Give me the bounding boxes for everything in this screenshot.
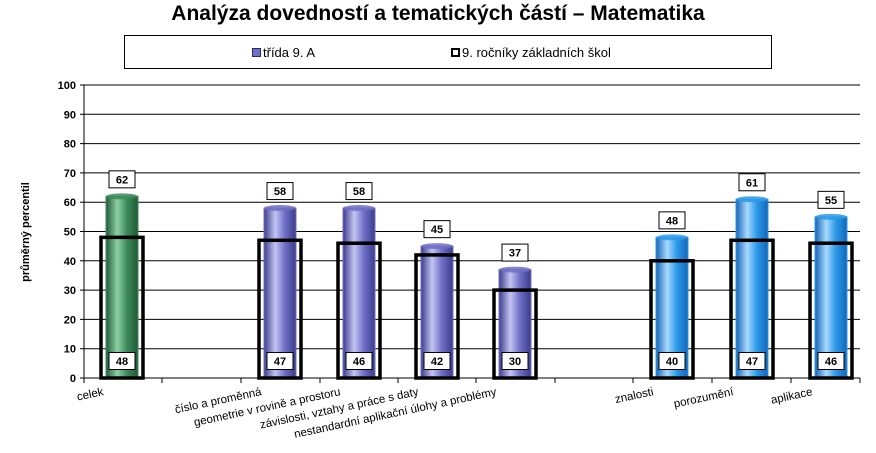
data-label-class: 45 (431, 224, 443, 236)
y-tick-label: 30 (64, 285, 76, 297)
data-label-class: 48 (666, 215, 678, 227)
data-label-national: 40 (666, 356, 678, 368)
bar-class-top (499, 266, 531, 273)
legend-item-national: 9. ročníky základních škol (451, 45, 611, 60)
legend: třída 9. A 9. ročníky základních škol (124, 35, 772, 69)
y-tick-label: 0 (70, 373, 76, 385)
bar-national-outline (649, 259, 695, 380)
bar-class-top (656, 234, 688, 241)
bar-national-outline (729, 238, 775, 380)
data-label-national: 47 (746, 356, 758, 368)
bar-national-outline (414, 253, 460, 380)
x-tick-label: znalosti (614, 386, 655, 406)
y-tick-label: 80 (64, 139, 76, 151)
chart-title: Analýza dovedností a tematických částí –… (171, 2, 705, 25)
data-label-national-box (345, 352, 373, 370)
legend-label-class: třída 9. A (263, 45, 316, 60)
data-label-national: 47 (274, 356, 286, 368)
data-label-class: 37 (509, 248, 521, 260)
bar-class-top (736, 196, 768, 203)
x-tick-label: aplikace (770, 386, 814, 407)
data-label-class-box (266, 182, 294, 201)
data-label-class: 58 (274, 186, 286, 198)
data-label-national-box (817, 352, 845, 370)
legend-swatch-class (252, 48, 261, 57)
y-tick-label: 10 (64, 344, 76, 356)
y-tick-label: 100 (58, 80, 76, 92)
data-label-national: 42 (431, 356, 443, 368)
data-label-national: 48 (116, 356, 128, 368)
data-label-national-box (423, 352, 451, 370)
y-tick-label: 40 (64, 256, 76, 268)
bar-class-top (343, 205, 375, 212)
bar-national-outline (492, 288, 538, 380)
data-label-class-box (658, 211, 686, 230)
bar-national-outline (99, 235, 145, 380)
data-label-national-box (108, 352, 136, 370)
data-label-class-box (738, 173, 766, 192)
data-label-national: 46 (353, 356, 365, 368)
legend-swatch-national (451, 48, 460, 57)
data-label-national-box (658, 352, 686, 370)
data-label-national-box (266, 352, 294, 370)
data-label-national-box (738, 352, 766, 370)
bar-national-outline (257, 238, 303, 380)
data-label-class: 55 (825, 195, 837, 207)
data-label-class: 61 (746, 177, 758, 189)
y-tick-label: 60 (64, 197, 76, 209)
bar-class-top (815, 213, 847, 220)
y-tick-label: 70 (64, 168, 76, 180)
data-label-national: 46 (825, 356, 837, 368)
data-label-class: 58 (353, 186, 365, 198)
data-label-class: 62 (116, 174, 128, 186)
y-tick-label: 20 (64, 314, 76, 326)
data-label-class-box (817, 190, 845, 209)
bar-class (105, 195, 139, 379)
data-label-class-box (108, 170, 136, 189)
legend-label-national: 9. ročníky základních škol (462, 45, 611, 60)
data-label-national-box (501, 352, 529, 370)
x-tick-label: celek (76, 386, 105, 403)
bar-national-outline (336, 241, 382, 380)
bar-class-top (264, 205, 296, 212)
y-tick-label: 50 (64, 227, 76, 239)
data-label-class-box (345, 182, 373, 201)
data-label-class-box (423, 220, 451, 239)
bar-national-outline (808, 241, 854, 380)
bar-class-top (421, 243, 453, 250)
bar-class-top (106, 193, 138, 200)
y-tick-label: 90 (64, 109, 76, 121)
x-tick-label: porozumění (673, 386, 736, 411)
bar-class (342, 207, 376, 379)
data-label-national: 30 (509, 356, 521, 368)
legend-item-class: třída 9. A (252, 45, 315, 60)
data-label-class-box (501, 243, 529, 262)
bar-class (735, 198, 769, 379)
